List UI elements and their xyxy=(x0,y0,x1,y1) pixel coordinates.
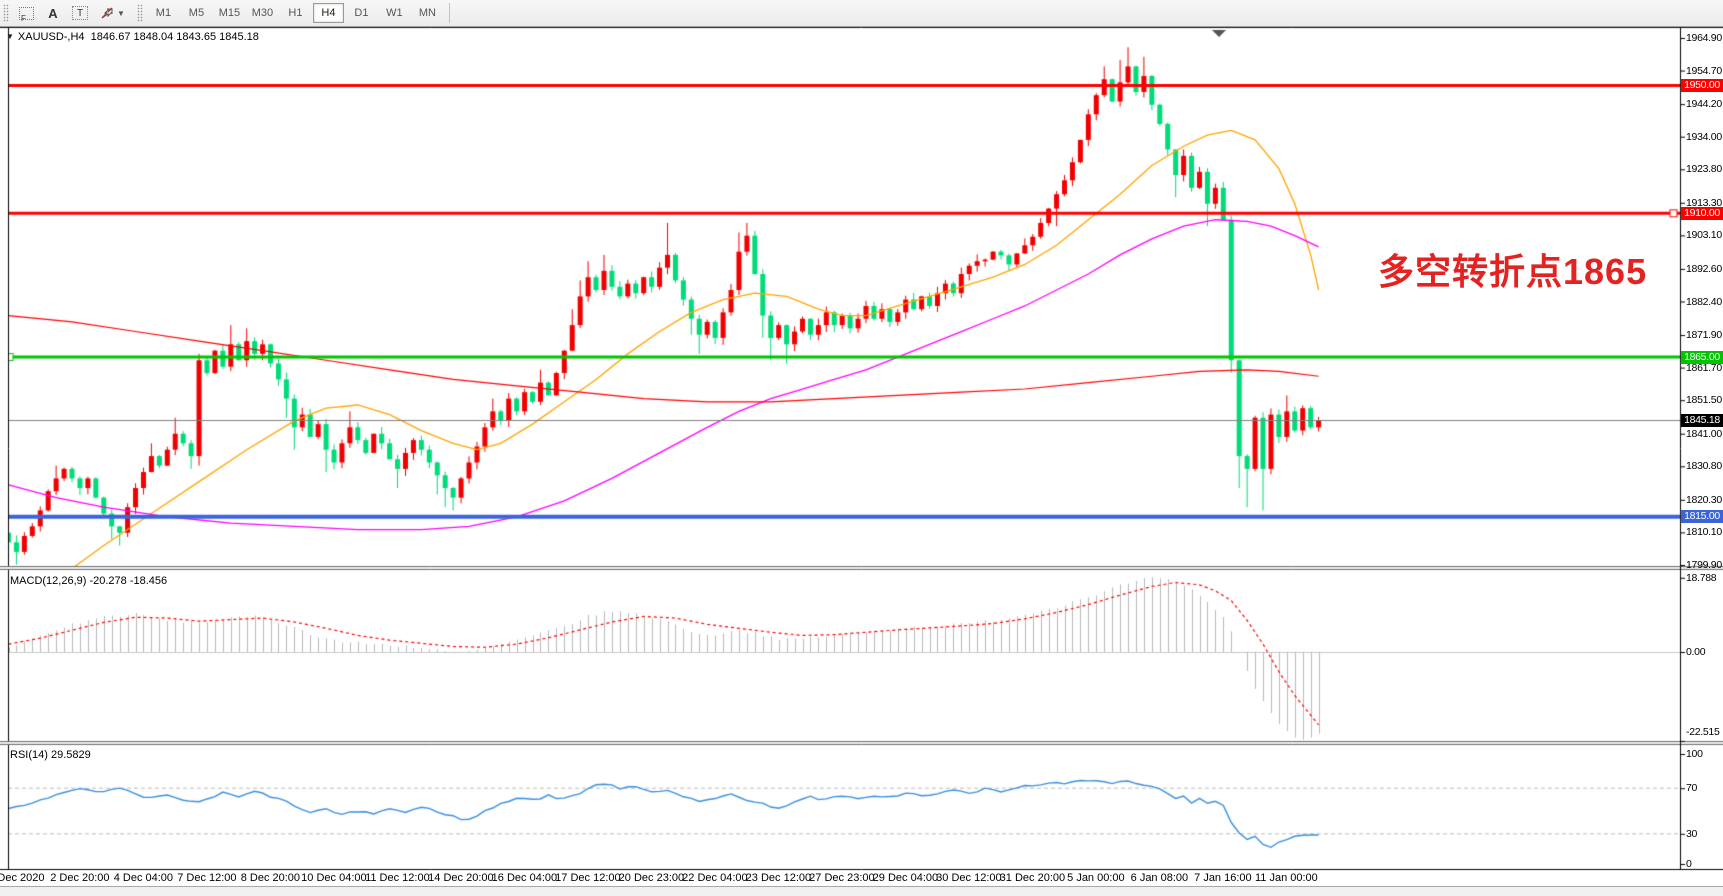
rsi-indicator-label: RSI(14) 29.5829 xyxy=(10,749,91,761)
chart-title: ▼ XAUUSD-,H4 1846.67 1848.04 1843.65 1845… xyxy=(6,31,259,43)
time-tick-label: 20 Dec 23:00 xyxy=(618,872,685,884)
time-tick-label: 7 Dec 12:00 xyxy=(177,872,237,884)
chart-symbol-period: XAUUSD-,H4 xyxy=(17,31,85,43)
time-tick-label: 1 Dec 2020 xyxy=(0,872,45,884)
price-tick-label: 1954.70 xyxy=(1686,64,1722,77)
time-tick-label: 22 Dec 04:00 xyxy=(682,872,748,884)
time-tick-label: 5 Jan 00:00 xyxy=(1067,872,1125,884)
rsi-tick-label: 100 xyxy=(1686,748,1703,760)
time-tick-label: 10 Dec 04:00 xyxy=(301,872,367,884)
time-tick-label: 2 Dec 20:00 xyxy=(50,872,110,884)
rsi-tick-label: 70 xyxy=(1686,782,1698,795)
rsi-tick-label: 30 xyxy=(1686,827,1698,840)
time-tick-label: 29 Dec 04:00 xyxy=(872,872,939,884)
time-tick-label: 8 Dec 20:00 xyxy=(240,872,301,884)
current-price-badge: 1845.18 xyxy=(1681,413,1723,427)
time-tick-label: 7 Jan 16:00 xyxy=(1194,872,1252,884)
price-tick-label: 1799.90 xyxy=(1686,559,1722,571)
price-tick-label: 1851.50 xyxy=(1686,394,1722,407)
price-tick-label: 1892.60 xyxy=(1686,262,1722,275)
price-tick-label: 1903.10 xyxy=(1686,229,1722,242)
time-tick-label: 23 Dec 12:00 xyxy=(745,872,812,884)
time-tick-label: 4 Dec 04:00 xyxy=(113,872,174,884)
price-level-badge-1950.00: 1950.00 xyxy=(1681,79,1723,93)
time-tick-label: 11 Jan 00:00 xyxy=(1254,872,1318,884)
status-strip xyxy=(0,886,1723,896)
price-tick-label: 1871.90 xyxy=(1686,329,1722,342)
time-tick-label: 27 Dec 23:00 xyxy=(809,872,875,884)
macd-indicator-label: MACD(12,26,9) -20.278 -18.456 xyxy=(10,575,168,587)
price-level-badge-1910.00: 1910.00 xyxy=(1681,206,1723,220)
price-tick-label: 1944.20 xyxy=(1686,98,1722,111)
time-tick-label: 16 Dec 04:00 xyxy=(491,872,558,884)
macd-tick-label: 0.00 xyxy=(1686,646,1706,658)
price-tick-label: 1913.30 xyxy=(1686,196,1722,209)
price-tick-label: 1830.80 xyxy=(1686,460,1722,473)
rsi-tick-label: 0 xyxy=(1686,858,1692,870)
time-tick-label: 6 Jan 08:00 xyxy=(1130,872,1189,884)
time-tick-label: 30 Dec 12:00 xyxy=(936,872,1002,884)
chart-title-collapse-icon[interactable]: ▼ xyxy=(6,32,14,41)
price-tick-label: 1820.30 xyxy=(1686,493,1722,506)
chart-ohlc-quote: 1846.67 1848.04 1843.65 1845.18 xyxy=(90,31,259,43)
price-tick-label: 1923.80 xyxy=(1686,163,1722,176)
price-level-badge-1865.00: 1865.00 xyxy=(1681,350,1723,364)
time-tick-label: 14 Dec 20:00 xyxy=(428,872,494,884)
chart-text-annotation[interactable]: 多空转折点1865 xyxy=(1378,251,1648,292)
price-tick-label: 1934.00 xyxy=(1686,130,1722,143)
price-level-badge-1815.00: 1815.00 xyxy=(1681,510,1723,524)
price-tick-label: 1810.10 xyxy=(1686,526,1722,539)
price-tick-label: 1882.40 xyxy=(1686,295,1722,308)
time-tick-label: 31 Dec 20:00 xyxy=(999,872,1066,884)
time-tick-label: 17 Dec 12:00 xyxy=(555,872,621,884)
price-tick-label: 1841.00 xyxy=(1686,427,1722,440)
macd-tick-label: 18.788 xyxy=(1686,571,1717,584)
price-tick-label: 1964.90 xyxy=(1686,32,1722,44)
macd-tick-label: -22.515 xyxy=(1686,726,1720,738)
price-tick-label: 1861.70 xyxy=(1686,361,1722,374)
time-tick-label: 11 Dec 12:00 xyxy=(365,872,430,884)
